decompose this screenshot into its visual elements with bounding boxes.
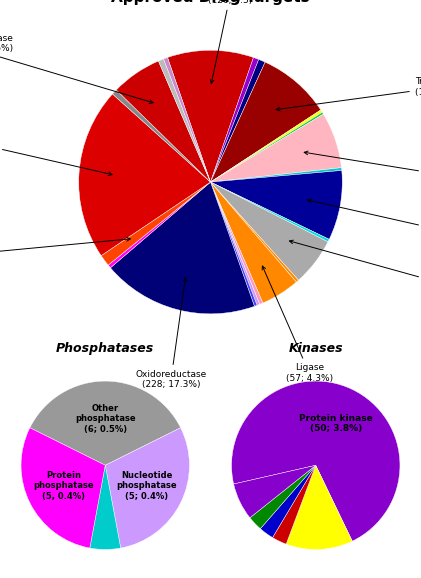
Wedge shape	[210, 182, 296, 303]
Text: Synthase and synthetase
(74; 5.6%): Synthase and synthetase (74; 5.6%)	[0, 34, 153, 103]
Wedge shape	[250, 465, 316, 529]
Title: Approved Drug Targets: Approved Drug Targets	[111, 0, 310, 5]
Wedge shape	[260, 465, 316, 538]
Text: Transferase
(126; 9.5): Transferase (126; 9.5)	[204, 0, 256, 83]
Text: Transporter
(107; 8.1%): Transporter (107; 8.1%)	[276, 77, 421, 111]
Text: Hydrolase
(82; 6.2%): Hydrolase (82; 6.2%)	[304, 151, 421, 185]
Wedge shape	[110, 182, 254, 314]
Text: Kinase
(70; 5.3%): Kinase (70; 5.3%)	[290, 240, 421, 295]
Text: Nucleotide
phosphatase
(5; 0.4%): Nucleotide phosphatase (5; 0.4%)	[116, 471, 177, 501]
Wedge shape	[272, 465, 316, 544]
Wedge shape	[210, 114, 341, 182]
Wedge shape	[108, 182, 210, 268]
Wedge shape	[210, 182, 329, 242]
Wedge shape	[210, 182, 260, 305]
Text: Other
phosphatase
(6; 0.5%): Other phosphatase (6; 0.5%)	[75, 404, 136, 434]
Wedge shape	[210, 182, 257, 306]
Wedge shape	[164, 57, 210, 182]
Wedge shape	[210, 62, 321, 182]
Wedge shape	[210, 182, 263, 305]
Title: Kinases: Kinases	[288, 342, 343, 355]
Text: Ion channel
(102; 7.7%): Ion channel (102; 7.7%)	[308, 199, 421, 242]
Wedge shape	[234, 465, 316, 518]
Wedge shape	[21, 428, 105, 548]
Wedge shape	[210, 182, 328, 280]
Wedge shape	[158, 59, 210, 182]
Wedge shape	[105, 428, 189, 548]
Text: Oxidoreductase
(228; 17.3%): Oxidoreductase (228; 17.3%)	[135, 277, 207, 390]
Wedge shape	[116, 61, 210, 182]
Wedge shape	[30, 381, 181, 465]
Text: Ligase
(57; 4.3%): Ligase (57; 4.3%)	[262, 266, 333, 383]
Wedge shape	[101, 182, 210, 265]
Text: Protein kinase
(50; 3.8%): Protein kinase (50; 3.8%)	[299, 414, 373, 434]
Text: Protein
phosphatase
(5, 0.4%): Protein phosphatase (5, 0.4%)	[34, 471, 94, 501]
Wedge shape	[210, 60, 265, 182]
Text: Phosphatase
(17; 1.3%): Phosphatase (17; 1.3%)	[0, 238, 131, 264]
Wedge shape	[112, 90, 210, 182]
Wedge shape	[210, 57, 259, 182]
Wedge shape	[210, 112, 323, 182]
Wedge shape	[232, 381, 400, 541]
Wedge shape	[79, 94, 210, 255]
Wedge shape	[168, 50, 253, 182]
Wedge shape	[210, 171, 342, 239]
Wedge shape	[286, 465, 352, 550]
Wedge shape	[210, 110, 322, 182]
Text: Receptor
(251; 19%): Receptor (251; 19%)	[0, 133, 112, 176]
Wedge shape	[90, 465, 121, 550]
Wedge shape	[210, 168, 342, 182]
Title: Phosphatases: Phosphatases	[56, 342, 155, 355]
Wedge shape	[210, 182, 298, 282]
